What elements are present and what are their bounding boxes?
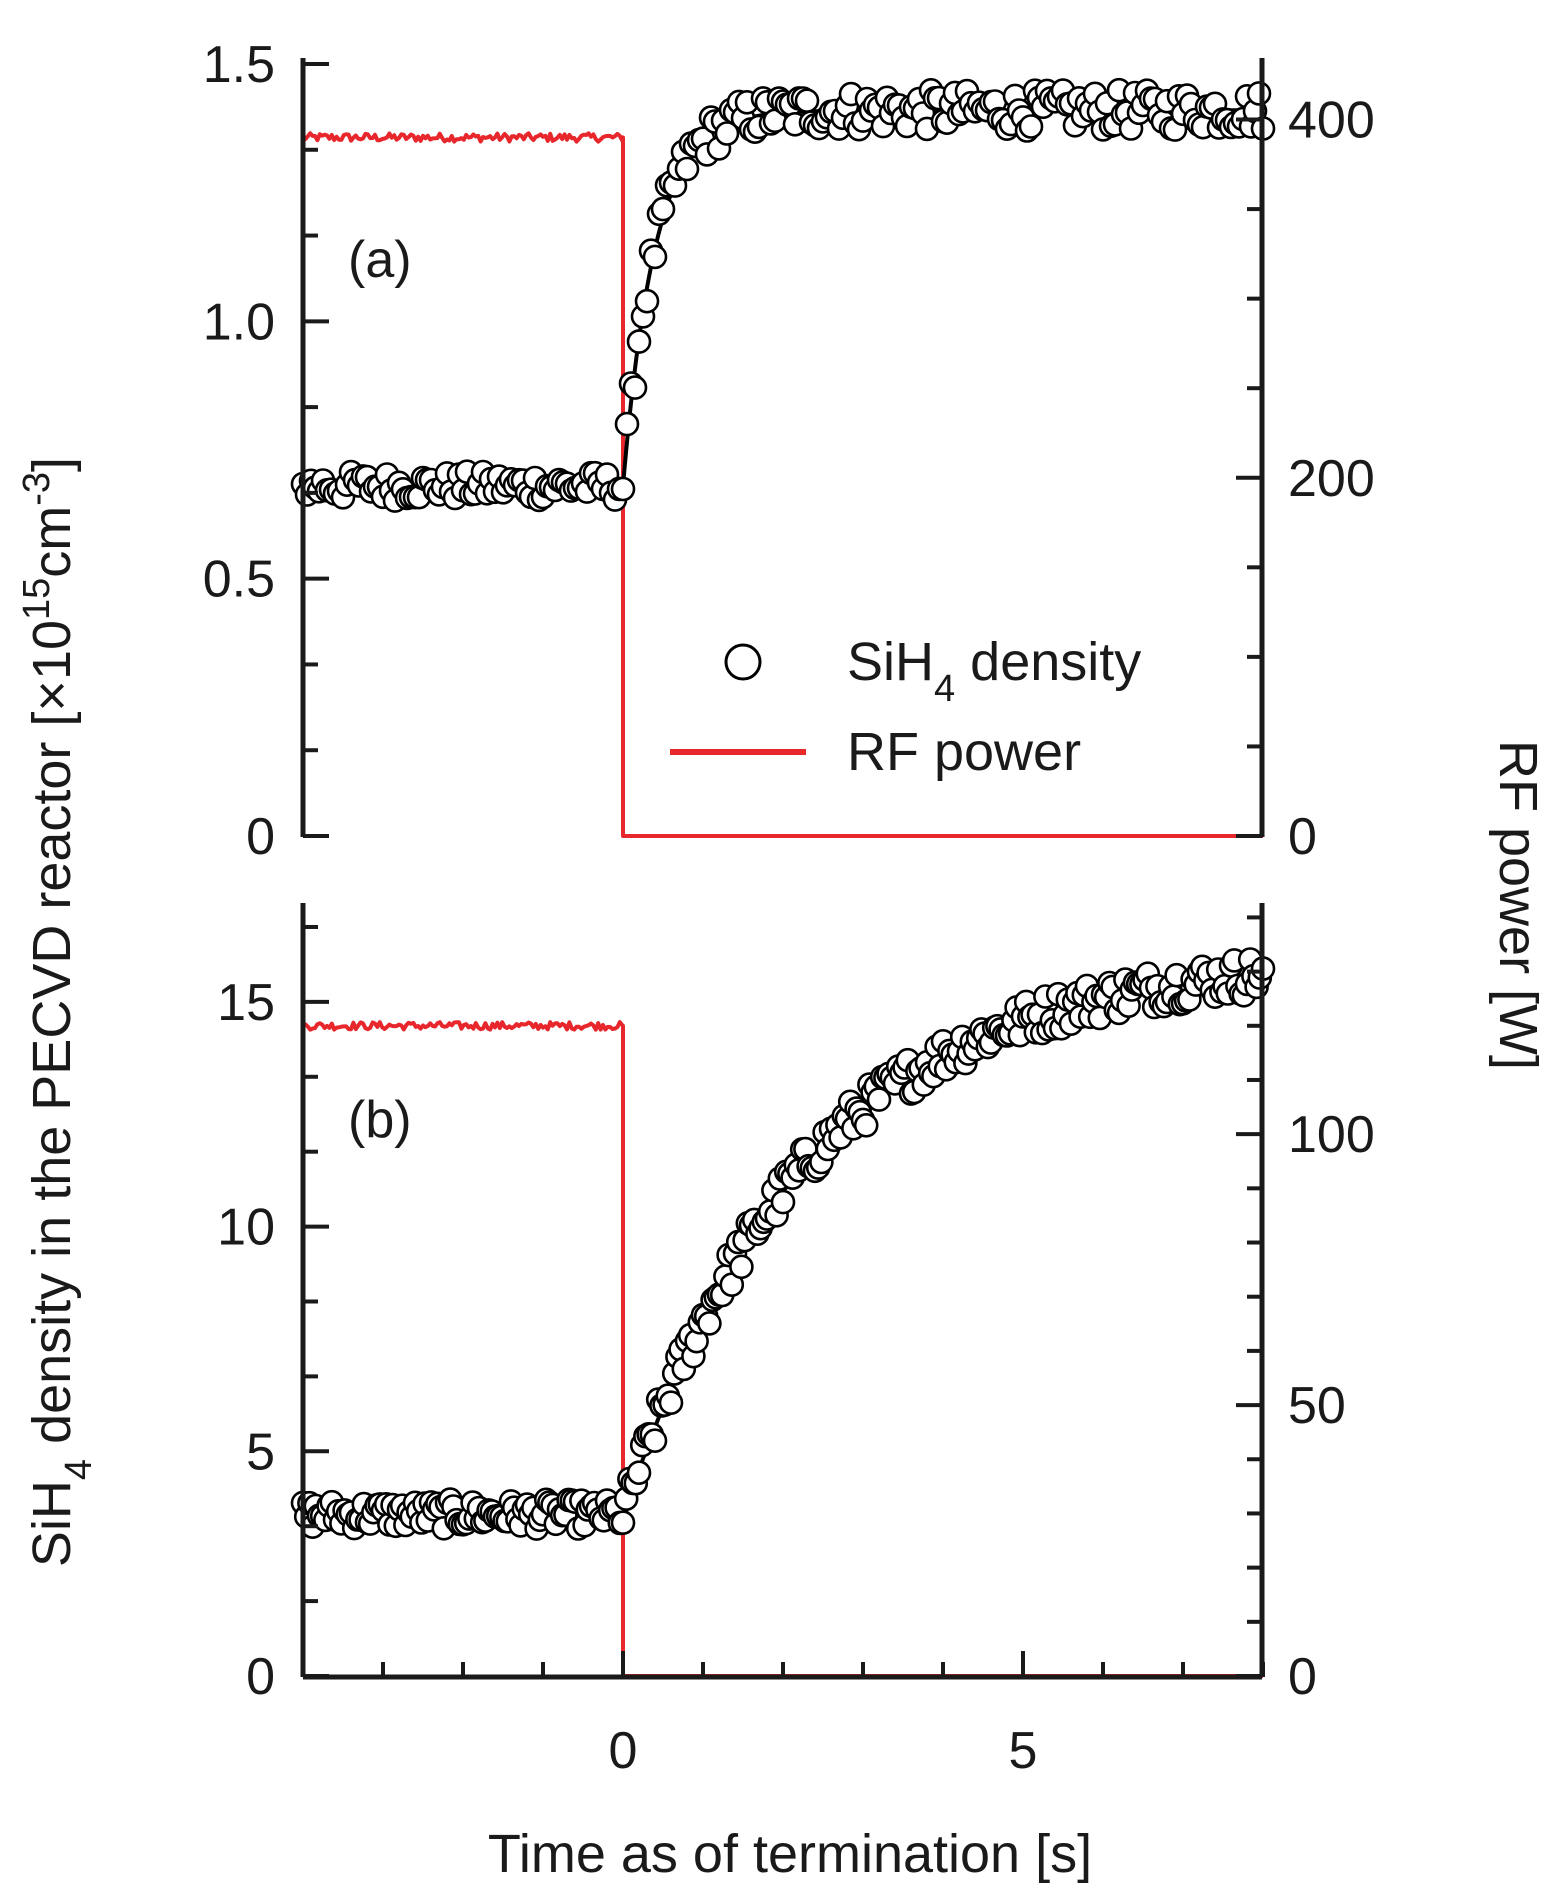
y-axis-title: SiH4 density in the PECVD reactor [×1015… xyxy=(16,457,100,1567)
x-tick-label: 0 xyxy=(609,1722,638,1780)
panel-b-axes: 0 5 10 15 0 50 100 0 5 xyxy=(217,903,1375,1780)
density-point xyxy=(622,375,648,400)
y-tick-label: 10 xyxy=(217,1199,275,1257)
rf-power-trace xyxy=(302,1020,1263,1678)
y-tick-label: 1.0 xyxy=(203,293,275,351)
fit-curve xyxy=(303,108,1263,488)
density-point xyxy=(642,1428,668,1453)
y2-tick-label: 0 xyxy=(1288,808,1317,866)
density-point xyxy=(634,288,660,314)
y-tick-label: 0.5 xyxy=(203,551,275,609)
density-point xyxy=(1246,81,1272,106)
x-axis-title: Time as of termination [s] xyxy=(488,1824,1092,1884)
y-tick-label: 0 xyxy=(246,1648,275,1706)
panel-a-axes: 0 0.5 1.0 1.5 0 200 400 xyxy=(203,36,1375,866)
y2-tick-label: 0 xyxy=(1288,1648,1317,1706)
density-point xyxy=(674,156,700,182)
panel-a-fit-curve xyxy=(303,108,1263,488)
legend-rf-label: RF power xyxy=(847,722,1081,782)
density-point xyxy=(714,121,740,146)
panel-a-density-points xyxy=(290,77,1276,513)
y2-tick-label: 50 xyxy=(1288,1377,1346,1435)
panel-a-rf-power-line xyxy=(301,131,1263,838)
y2-tick-label: 400 xyxy=(1288,92,1375,150)
rf-power-trace xyxy=(301,131,1263,838)
legend-density-label: SiH4 density xyxy=(847,632,1141,710)
legend-density-marker xyxy=(724,643,762,681)
density-point xyxy=(626,1460,652,1485)
fit-curve xyxy=(303,972,1264,1521)
density-point xyxy=(697,1311,722,1336)
density-point xyxy=(1018,114,1044,139)
panel-a: 0 0.5 1.0 1.5 0 200 400 (a) SiH4 density RF po… xyxy=(203,36,1375,866)
y2-axis-title: RF power [W] xyxy=(1488,740,1544,1070)
legend: SiH4 density RF power xyxy=(670,632,1141,782)
y-tick-label: 0 xyxy=(246,808,275,866)
y2-tick-label: 200 xyxy=(1288,450,1375,508)
density-point xyxy=(626,329,652,354)
panel-b-density-points xyxy=(290,947,1276,1541)
density-point xyxy=(658,1390,684,1415)
density-point xyxy=(610,1510,636,1535)
y-tick-label: 15 xyxy=(217,974,275,1032)
density-point xyxy=(729,1254,754,1280)
density-point xyxy=(853,1113,879,1138)
panel-b-fit-curve xyxy=(303,972,1264,1521)
panel-b: 0 5 10 15 0 50 100 0 5 (b) xyxy=(217,903,1375,1780)
density-point xyxy=(794,88,820,113)
panel-b-label: (b) xyxy=(348,1091,412,1149)
panel-a-label: (a) xyxy=(348,231,412,289)
density-point xyxy=(642,244,668,270)
density-point xyxy=(770,1189,796,1215)
y-tick-label: 5 xyxy=(246,1423,275,1481)
y2-tick-label: 100 xyxy=(1288,1106,1375,1164)
density-point xyxy=(614,411,640,437)
x-tick-label: 5 xyxy=(1009,1722,1038,1780)
density-point xyxy=(650,196,676,222)
density-point xyxy=(610,476,636,502)
y-tick-label: 1.5 xyxy=(203,36,275,94)
panel-b-rf-power-line xyxy=(302,1020,1263,1678)
